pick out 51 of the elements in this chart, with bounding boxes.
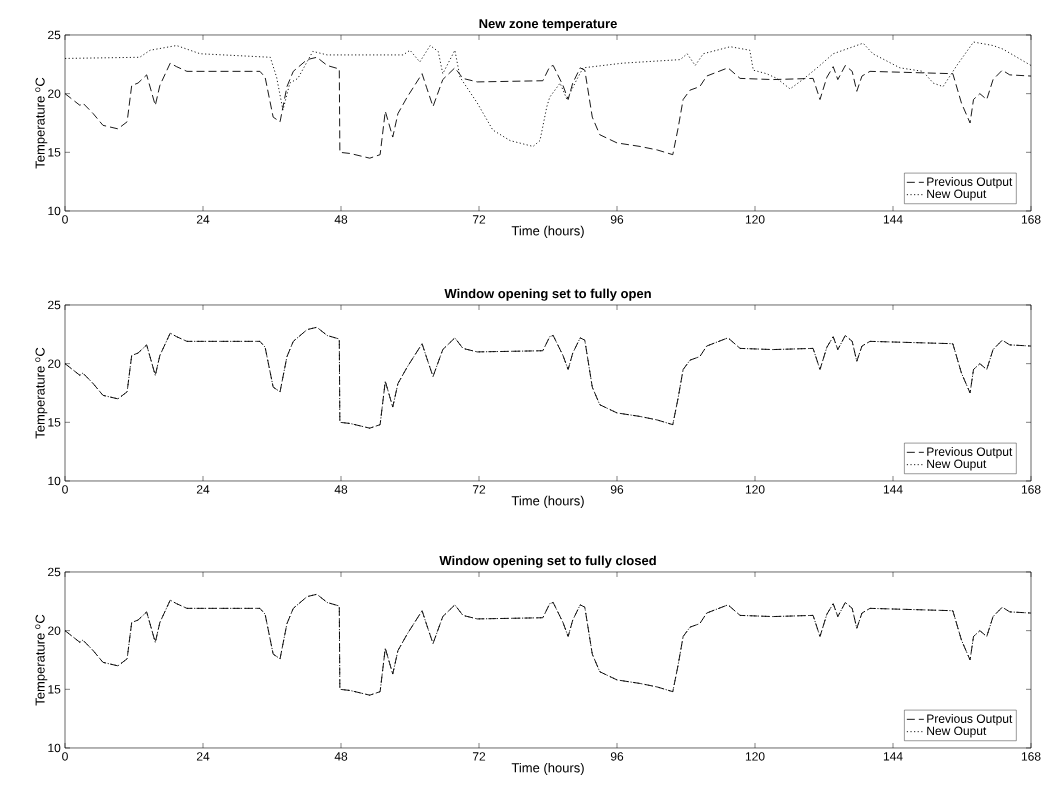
y-axis-title: Temperature $^{o}$C: [35, 77, 48, 169]
x-tick-label: 96: [610, 215, 624, 224]
chart-title: Window opening set to fully closed: [439, 555, 656, 568]
chart-title: Window opening set to fully open: [444, 288, 651, 301]
x-tick-label: 72: [472, 215, 486, 224]
y-tick-label: 15: [48, 418, 61, 427]
x-tick-label: 144: [883, 215, 903, 224]
x-axis-title: Time (hours): [511, 762, 584, 775]
x-tick-label: 24: [196, 485, 210, 494]
legend-label: Previous Output: [927, 447, 1013, 459]
x-tick-label: 24: [196, 215, 210, 224]
x-tick-label: 168: [1021, 485, 1041, 494]
y-tick-label: 25: [48, 30, 61, 40]
x-tick-label: 96: [610, 752, 624, 761]
x-tick-label: 168: [1021, 215, 1041, 224]
x-tick-label: 120: [745, 752, 765, 761]
x-tick-label: 48: [334, 215, 348, 224]
x-tick-label: 24: [196, 752, 210, 761]
chart-title: New zone temperature: [479, 19, 617, 31]
x-tick-label: 144: [883, 485, 903, 494]
y-axis-title: Temperature $^{o}$C: [35, 614, 48, 706]
legend-label: Previous Output: [927, 714, 1013, 726]
x-tick-label: 72: [472, 752, 486, 761]
legend-label: Previous Output: [927, 177, 1013, 189]
y-tick-label: 10: [48, 206, 61, 216]
y-tick-label: 15: [48, 148, 61, 157]
y-tick-label: 15: [48, 685, 61, 694]
x-tick-label: 0: [62, 485, 68, 494]
y-tick-label: 20: [48, 359, 61, 368]
x-tick-label: 72: [472, 485, 486, 494]
y-tick-label: 20: [48, 89, 61, 98]
y-tick-label: 20: [48, 626, 61, 635]
x-tick-label: 120: [745, 485, 765, 494]
y-tick-label: 25: [48, 567, 61, 577]
x-tick-label: 96: [610, 485, 624, 494]
x-tick-label: 0: [62, 752, 68, 761]
x-tick-label: 120: [745, 215, 765, 224]
legend-label: New Ouput: [927, 189, 987, 201]
x-tick-label: 0: [62, 215, 68, 224]
x-tick-label: 48: [334, 752, 348, 761]
x-axis-title: Time (hours): [511, 225, 584, 238]
x-tick-label: 168: [1021, 752, 1041, 761]
legend-label: New Ouput: [927, 726, 987, 738]
y-axis-title: Temperature $^{o}$C: [35, 347, 48, 439]
y-tick-label: 10: [48, 743, 61, 753]
y-tick-label: 10: [48, 476, 61, 486]
x-axis-title: Time (hours): [511, 495, 584, 508]
y-tick-label: 25: [48, 300, 61, 310]
x-tick-label: 144: [883, 752, 903, 761]
x-tick-label: 48: [334, 485, 348, 494]
legend-label: New Ouput: [927, 459, 987, 471]
